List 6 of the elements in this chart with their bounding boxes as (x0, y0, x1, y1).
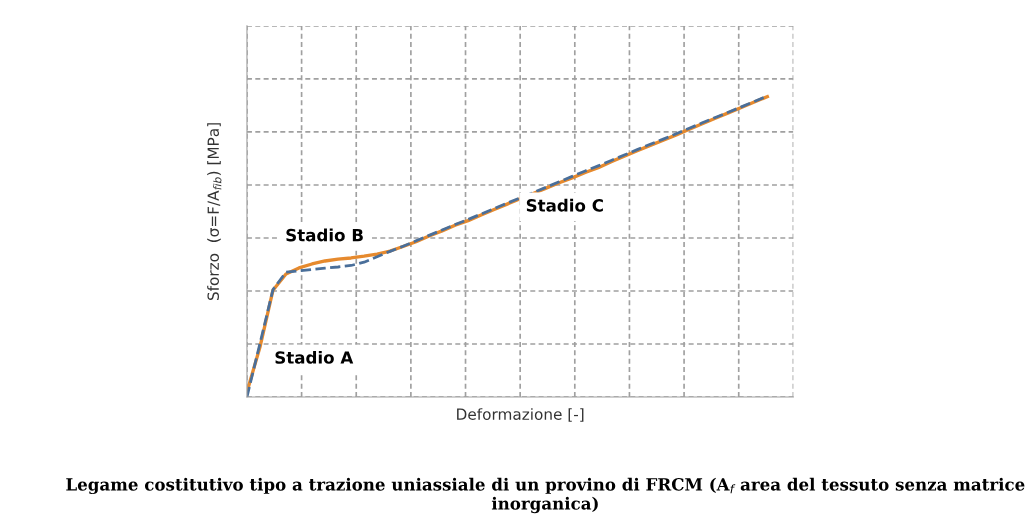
annotation: Stadio A (275, 350, 354, 364)
text: Legame costitutivo tipo a trazione uniassiale di un provino di FRCM (A$_{f}$ area del tessuto senza matrice inorganica) (66, 477, 1025, 514)
x-axis-title: Deformazione [-] (457, 408, 584, 422)
annotation: Stadio C (526, 198, 603, 212)
y-axis-title: Sforzo (σ=F/A$_{fib}$) [MPa] (207, 123, 222, 301)
annotation: Stadio B (286, 228, 363, 242)
